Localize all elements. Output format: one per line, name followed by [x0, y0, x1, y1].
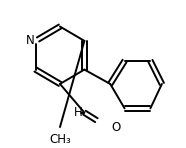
Text: H: H [74, 106, 83, 119]
Text: N: N [25, 34, 34, 47]
Text: O: O [112, 120, 121, 133]
Text: CH₃: CH₃ [49, 133, 71, 146]
